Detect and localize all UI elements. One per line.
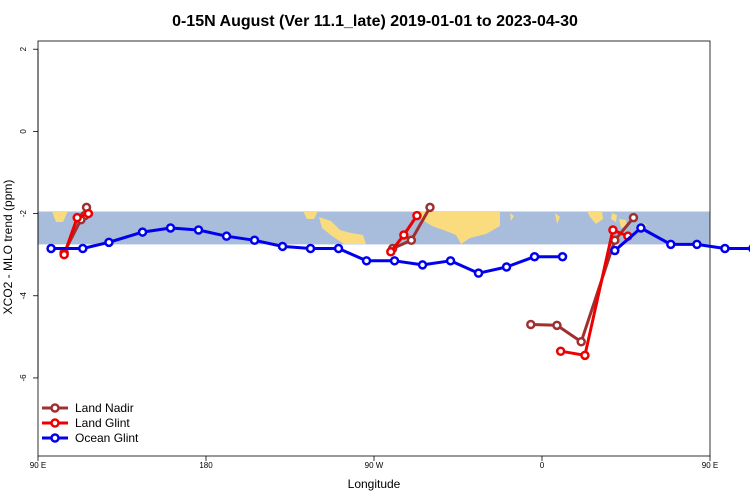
y-tick-label: 2	[19, 46, 28, 51]
y-tick-label: -2	[19, 209, 28, 217]
legend-ocean-glint-label: Ocean Glint	[75, 431, 139, 445]
ocean-glint-point	[720, 243, 730, 254]
legend-land-glint-marker	[50, 418, 60, 428]
ocean-glint-point	[692, 239, 702, 250]
ocean-glint-point	[529, 251, 540, 262]
x-tick-label: 90 E	[702, 461, 718, 470]
land-glint-point	[83, 208, 94, 219]
ocean-glint-point	[249, 235, 260, 246]
ocean-glint-point	[333, 243, 344, 254]
land-glint-point	[412, 210, 422, 221]
land-nadir-point	[425, 202, 435, 213]
land-glint-point	[386, 247, 396, 257]
y-tick-label: 0	[19, 129, 28, 134]
land-glint-point	[608, 225, 618, 235]
land-glint-line	[560, 228, 629, 357]
land-shape-1	[52, 211, 68, 222]
y-tick-label: -6	[19, 374, 28, 382]
ocean-glint-point	[666, 239, 676, 250]
ocean-glint-point	[636, 223, 646, 233]
ocean-glint-point	[305, 243, 316, 254]
y-axis: 2 0 -2 -4 -6	[19, 46, 39, 382]
series-group	[46, 202, 750, 361]
land-nadir-point	[576, 337, 586, 347]
land-glint-point	[59, 249, 69, 260]
ocean-glint-point	[610, 245, 620, 256]
ocean-glint-point	[78, 243, 88, 254]
land-shape-8	[510, 213, 514, 221]
ocean-glint-point	[473, 268, 484, 278]
land-shape-0	[418, 211, 500, 244]
ocean-glint-point	[389, 256, 400, 266]
ocean-glint-point	[46, 243, 56, 254]
ocean-glint-point	[501, 262, 512, 272]
land-shape-3	[587, 211, 603, 224]
y-tick-label: -4	[19, 292, 28, 300]
ocean-glint-point	[104, 237, 114, 248]
land-glint-point	[580, 350, 590, 361]
land-shape-9	[555, 213, 560, 224]
land-nadir-point	[406, 235, 417, 246]
land-shape-10	[643, 223, 647, 228]
land-glint-point	[399, 230, 409, 240]
legend-land-glint-label: Land Glint	[75, 416, 130, 430]
x-axis-label: Longitude	[348, 477, 401, 491]
ocean-glint-point	[417, 260, 428, 270]
land-nadir-point	[628, 212, 639, 223]
ocean-glint-point	[193, 225, 204, 235]
land-nadir-point	[552, 320, 562, 331]
ocean-glint-point	[277, 241, 288, 252]
ocean-glint-point	[445, 256, 456, 266]
x-tick-label: 90 E	[30, 461, 46, 470]
land-nadir-point	[526, 319, 536, 330]
ocean-glint-point	[361, 256, 372, 266]
land-glint-point	[72, 212, 82, 223]
y-axis-label: XCO2 - MLO trend (ppm)	[1, 180, 15, 315]
chart-title: 0-15N August (Ver 11.1_late) 2019-01-01 …	[172, 13, 578, 30]
x-axis: 90 E 180 90 W 0 90 E	[30, 456, 718, 470]
land-glint-point	[555, 346, 566, 356]
background-map	[38, 211, 710, 245]
ocean-glint-point	[165, 223, 176, 233]
x-tick-label: 180	[199, 461, 213, 470]
ocean-glint-point	[557, 251, 568, 262]
x-tick-label: 0	[540, 461, 545, 470]
land-shape-6	[303, 211, 318, 219]
legend-land-nadir-marker	[50, 403, 60, 413]
legend-land-nadir-label: Land Nadir	[75, 401, 134, 415]
ocean-glint-point	[221, 231, 232, 241]
x-tick-label: 90 W	[365, 461, 384, 470]
ocean-glint-line	[613, 226, 750, 252]
land-shape-7	[319, 217, 366, 244]
ocean-glint-point	[137, 227, 148, 237]
land-shape-4	[611, 213, 617, 222]
legend-ocean-glint-marker	[50, 433, 60, 443]
